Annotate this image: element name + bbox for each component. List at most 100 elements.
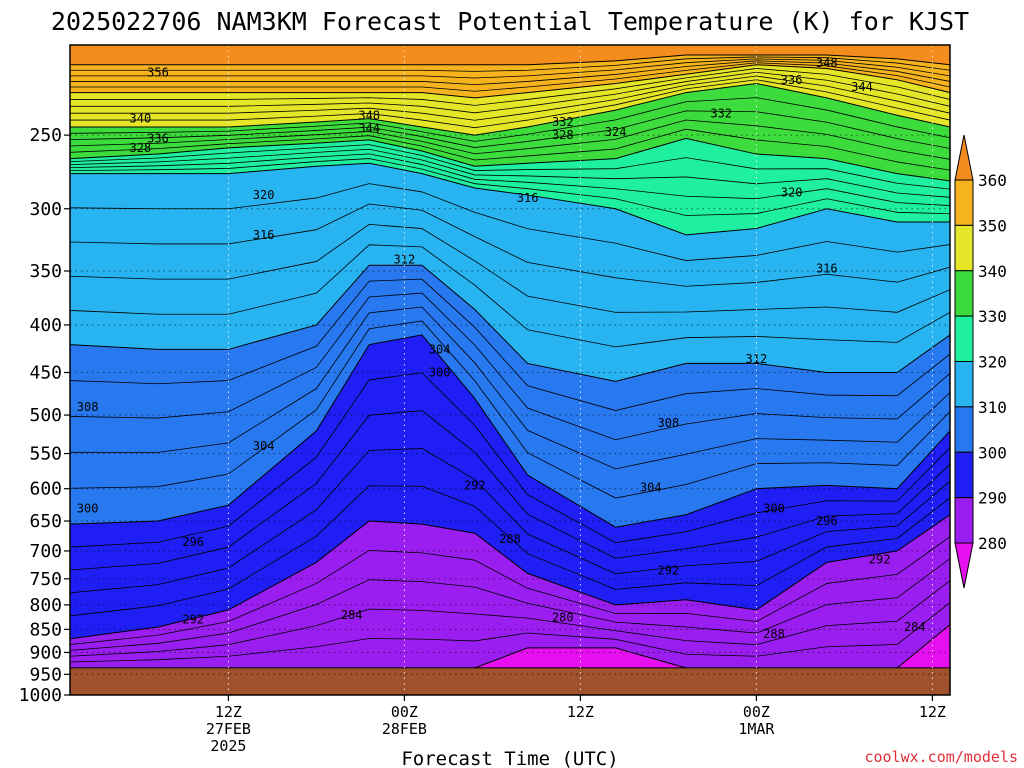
contour-label: 300 bbox=[77, 501, 99, 515]
x-tick-label: 12Z bbox=[919, 703, 946, 721]
isentrope-line bbox=[70, 183, 950, 261]
isentrope-line bbox=[70, 558, 950, 651]
colorbar-label: 280 bbox=[978, 534, 1007, 553]
credit-text: coolwx.com/models bbox=[864, 748, 1018, 766]
colorbar-label: 330 bbox=[978, 307, 1007, 326]
contour-label: 344 bbox=[851, 80, 873, 94]
colorbar-swatch bbox=[954, 315, 974, 362]
contour-label: 284 bbox=[904, 620, 926, 634]
isentrope-line bbox=[70, 60, 950, 86]
isentrope-line bbox=[70, 410, 950, 571]
colorbar-swatch bbox=[954, 224, 974, 272]
band-fill bbox=[70, 45, 950, 66]
colorbar-label: 310 bbox=[978, 398, 1007, 417]
x-tick-label: 00Z bbox=[743, 703, 770, 721]
isentrope-line bbox=[70, 56, 950, 72]
isentrope-line bbox=[70, 306, 950, 470]
plot-frame bbox=[69, 44, 951, 696]
contour-label: 304 bbox=[429, 342, 451, 356]
x-tick-label: 12Z bbox=[567, 703, 594, 721]
y-tick-label: 550 bbox=[29, 444, 62, 465]
contour-label: 348 bbox=[816, 56, 838, 70]
x-tick-label: 28FEB bbox=[382, 720, 427, 738]
x-tick-label: 12Z bbox=[215, 703, 242, 721]
y-tick-label: 800 bbox=[29, 595, 62, 616]
colorbar: 360 350 340 330 320 310 300 290 280 bbox=[954, 134, 1007, 589]
colorbar-label: 290 bbox=[978, 489, 1007, 508]
x-tick-label: 2025 bbox=[210, 737, 246, 755]
isentrope-line bbox=[70, 372, 950, 548]
isentrope-line bbox=[70, 278, 950, 411]
y-tick-label: 1000 bbox=[19, 685, 62, 706]
contour-label: 308 bbox=[658, 416, 680, 430]
contour-label: 320 bbox=[781, 185, 803, 199]
colorbar-swatch bbox=[954, 497, 974, 544]
isentrope-line bbox=[70, 292, 950, 441]
contour-label: 296 bbox=[816, 514, 838, 528]
isentrope-line bbox=[70, 79, 950, 129]
x-tick-label: 1MAR bbox=[738, 720, 775, 738]
isentrope-line bbox=[70, 485, 950, 617]
contour-label: 336 bbox=[781, 73, 803, 87]
y-tick-label: 900 bbox=[29, 642, 62, 663]
colorbar-label: 340 bbox=[978, 262, 1007, 281]
y-tick-label: 350 bbox=[29, 261, 62, 282]
contour-label: 316 bbox=[816, 262, 838, 276]
isentrope-line bbox=[70, 58, 950, 79]
isentrope-line bbox=[70, 223, 950, 313]
colorbar-label: 350 bbox=[978, 216, 1007, 235]
contour-label: 316 bbox=[253, 228, 275, 242]
x-axis-label: Forecast Time (UTC) bbox=[401, 748, 618, 768]
colorbar-label: 360 bbox=[978, 171, 1007, 190]
contour-label: 288 bbox=[763, 627, 785, 641]
contour-label: 308 bbox=[77, 400, 99, 414]
y-tick-label: 450 bbox=[29, 363, 62, 384]
y-tick-label: 650 bbox=[29, 511, 62, 532]
isentrope-line bbox=[70, 153, 950, 206]
y-tick-label: 950 bbox=[29, 664, 62, 685]
contour-label: 320 bbox=[253, 188, 275, 202]
isentrope-line bbox=[70, 580, 950, 657]
contour-label: 328 bbox=[130, 141, 152, 155]
contour-label: 304 bbox=[253, 439, 275, 453]
y-tick-label: 300 bbox=[29, 199, 62, 220]
colorbar-swatch bbox=[954, 134, 974, 181]
isentrope-line bbox=[70, 62, 950, 92]
isentrope-line bbox=[70, 244, 950, 348]
isentrope-line bbox=[70, 68, 950, 106]
colorbar-swatch bbox=[954, 451, 974, 499]
contour-label: 332 bbox=[710, 107, 732, 121]
isentrope-line bbox=[70, 602, 950, 663]
y-tick-label: 500 bbox=[29, 405, 62, 426]
colorbar-label: 300 bbox=[978, 443, 1007, 462]
y-tick-label: 750 bbox=[29, 569, 62, 590]
contour-label: 316 bbox=[517, 191, 539, 205]
contour-label: 296 bbox=[182, 535, 204, 549]
isentrope-line bbox=[70, 448, 950, 594]
colorbar-swatch bbox=[954, 361, 974, 408]
colorbar-swatch bbox=[954, 270, 974, 317]
contour-label: 292 bbox=[464, 478, 486, 492]
y-tick-label: 600 bbox=[29, 479, 62, 500]
isentrope-line bbox=[70, 320, 950, 499]
isentrope-line bbox=[70, 75, 950, 121]
colorbar-label: 320 bbox=[978, 353, 1007, 372]
contour-label: 304 bbox=[640, 480, 662, 494]
axes: 2503003504004505005506006507007508008509… bbox=[19, 125, 946, 755]
contour-label: 292 bbox=[658, 564, 680, 578]
contour-label: 328 bbox=[552, 128, 574, 142]
contour-label: 356 bbox=[147, 65, 169, 79]
chart-title: 2025022706 NAM3KM Forecast Potential Tem… bbox=[51, 7, 969, 36]
contour-label: 332 bbox=[552, 115, 574, 129]
isentrope-line bbox=[70, 110, 950, 149]
isentrope-line bbox=[70, 158, 950, 216]
isentrope-line bbox=[70, 128, 950, 171]
x-tick-label: 27FEB bbox=[206, 720, 251, 738]
isentrope-line bbox=[70, 148, 950, 198]
y-tick-label: 400 bbox=[29, 315, 62, 336]
colorbar-swatch bbox=[954, 542, 974, 589]
ground-fill bbox=[70, 667, 950, 695]
contour-label: 292 bbox=[182, 613, 204, 627]
